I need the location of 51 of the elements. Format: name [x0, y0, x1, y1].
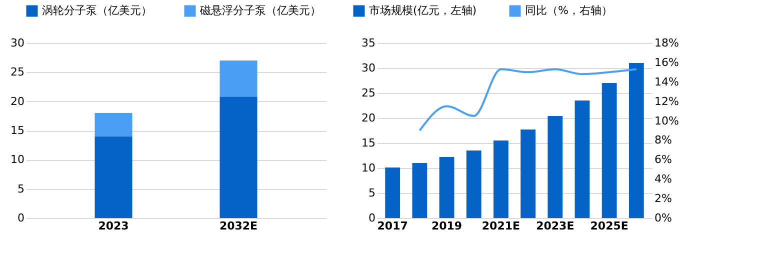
bar [520, 130, 536, 218]
y2-tick-label: 18% [654, 36, 679, 50]
bar [466, 150, 482, 218]
y2-tick-label: 16% [654, 56, 679, 69]
x-tick-label: 2032E [219, 220, 258, 232]
bar [94, 136, 132, 218]
y-tick-label: 5 [368, 186, 376, 200]
y2-tick-label: 2% [654, 192, 672, 206]
bar [628, 63, 644, 218]
bar [385, 168, 400, 218]
bar [574, 100, 590, 218]
y-tick-label: 15 [10, 124, 24, 137]
bar [439, 157, 454, 218]
y2-tick-label: 10% [654, 114, 679, 128]
x-tick-label: 2023E [536, 220, 574, 232]
y2-tick-label: 12% [654, 94, 679, 108]
y-tick-label: 0 [368, 212, 376, 224]
y-tick-label: 35 [362, 36, 376, 50]
y-tick-label: 10 [10, 153, 24, 166]
x-tick-label: 2017 [377, 220, 408, 232]
y-tick-label: 25 [10, 66, 24, 79]
y-tick-label: 20 [10, 94, 24, 108]
y2-tick-label: 0% [654, 212, 672, 224]
bar [602, 83, 617, 218]
y2-tick-label: 14% [654, 75, 679, 88]
y-tick-label: 20 [362, 112, 376, 124]
legend-label: 涡轮分子泵（亿美元） [42, 4, 152, 17]
y-tick-label: 15 [362, 136, 376, 150]
line-series [418, 68, 638, 132]
x-tick-label: 2023 [98, 220, 129, 232]
y-tick-label: 30 [10, 36, 24, 50]
y-tick-label: 10 [362, 162, 376, 174]
bar [94, 113, 132, 136]
bar [412, 163, 428, 218]
bar [220, 96, 258, 218]
legend-label: 市场规模(亿元，左轴) [369, 4, 477, 17]
legend-label: 磁悬浮分子泵（亿美元） [199, 4, 321, 17]
x-tick-label: 2025E [590, 220, 628, 232]
legend-label: 同比（%，右轴） [525, 4, 612, 17]
bar [220, 60, 258, 97]
y-tick-label: 5 [18, 182, 24, 196]
bar [494, 140, 508, 218]
y-tick-label: 30 [362, 62, 376, 74]
x-tick-label: 2021E [482, 220, 520, 232]
x-tick-label: 2019 [431, 220, 462, 232]
bar [548, 116, 563, 218]
y2-tick-label: 8% [654, 134, 672, 147]
y-tick-label: 25 [362, 86, 376, 100]
y2-tick-label: 4% [654, 172, 672, 186]
y2-tick-label: 6% [654, 153, 672, 166]
y-tick-label: 0 [18, 212, 24, 224]
